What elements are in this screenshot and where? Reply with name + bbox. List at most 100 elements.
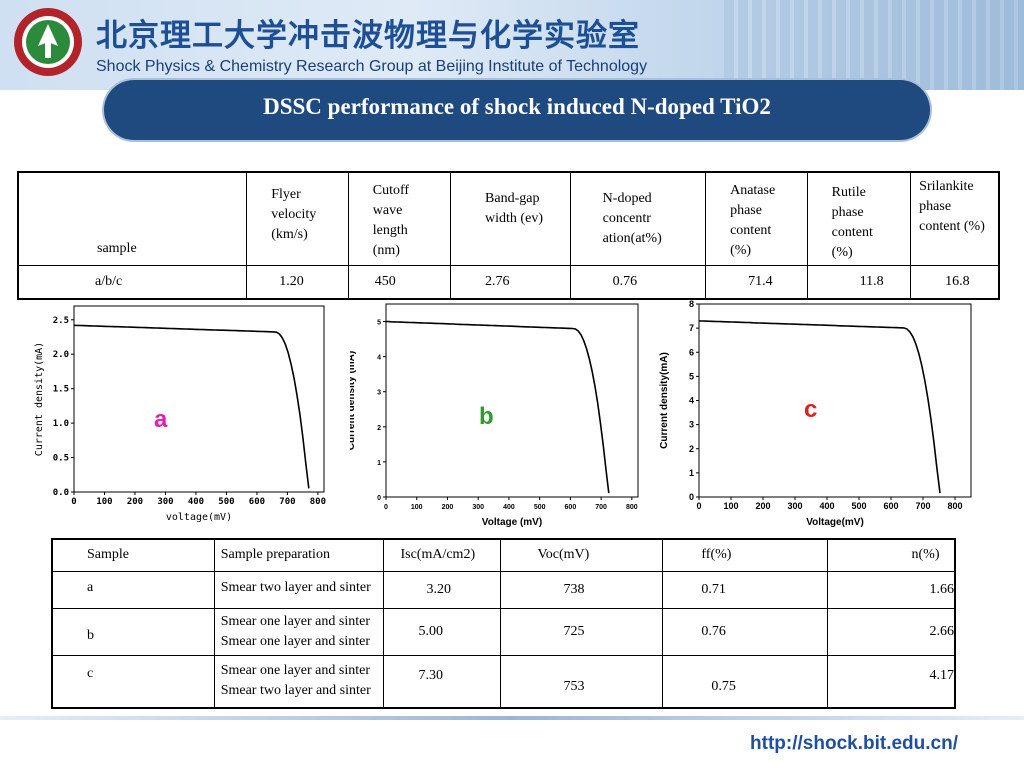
x-tick-label: 200 [127, 497, 143, 507]
x-tick-label: 800 [947, 501, 962, 511]
prep-line: Smear two layer and sinter [220, 683, 371, 699]
header-cell: ff(%) [662, 538, 828, 572]
table-row: c Smear one layer and sinter Smear two l… [51, 654, 956, 709]
chart-b-letter: b [479, 403, 494, 430]
y-tick-label: 0.5 [53, 454, 69, 464]
x-tick-label: 800 [626, 504, 638, 511]
y-tick-label: 1.0 [53, 419, 69, 429]
header-text: Cutoff wave length (nm) [372, 183, 410, 258]
y-tick-label: 4 [689, 396, 694, 406]
y-tick-label: 6 [689, 347, 694, 357]
table-cell: 2.76 [450, 265, 571, 300]
x-tick-label: 300 [472, 504, 484, 511]
header-text: Band-gap width (ev) [485, 191, 543, 226]
x-tick-label: 400 [188, 497, 204, 507]
y-tick-label: 2 [377, 425, 381, 432]
x-tick-label: 0 [71, 497, 76, 507]
header-cell: Flyer velocity (km/s) [246, 171, 349, 266]
y-axis-label: Current density(mA) [34, 342, 45, 456]
y-tick-label: 1.5 [53, 385, 69, 395]
header-cell: Rutile phase content (%) [806, 171, 912, 266]
x-tick-label: 700 [595, 504, 607, 511]
x-tick-label: 100 [96, 497, 112, 507]
y-tick-label: 0.0 [53, 488, 69, 498]
university-logo-icon [14, 8, 82, 76]
dssc-performance-table: Sample Sample preparation Isc(mA/cm2) Vo… [51, 538, 956, 709]
iv-curve [698, 320, 941, 494]
table-cell: 0.75 [662, 654, 828, 709]
plot-frame [385, 303, 639, 498]
x-tick-label: 500 [218, 497, 234, 507]
table-header-row: Sample Sample preparation Isc(mA/cm2) Vo… [51, 538, 956, 572]
header-text: sample [97, 241, 137, 256]
x-tick-label: 700 [915, 501, 930, 511]
x-tick-label: 600 [883, 501, 898, 511]
table-cell: Smear one layer and sinter Smear two lay… [213, 654, 385, 709]
slide-title-banner: DSSC performance of shock induced N-dope… [104, 80, 930, 140]
table-cell: a/b/c [17, 265, 248, 300]
y-tick-label: 5 [689, 371, 694, 381]
header-cell: Sample preparation [213, 538, 385, 572]
header-cell: Anatase phase content (%) [705, 171, 808, 266]
x-tick-label: 800 [310, 497, 326, 507]
x-axis-label: voltage(mV) [166, 512, 232, 523]
chart-a-letter: a [154, 406, 168, 433]
header-text: Anatase phase content (%) [730, 183, 776, 258]
x-tick-label: 600 [565, 504, 577, 511]
y-tick-label: 0 [377, 495, 381, 502]
table-cell: 3.20 [383, 570, 502, 609]
y-tick-label: 8 [689, 299, 694, 309]
table-cell: c [51, 654, 215, 709]
header-cell: N-doped concentr ation(at%) [569, 171, 707, 266]
y-axis-label: Current density (mA) [350, 351, 357, 450]
table-cell: 11.8 [806, 265, 912, 300]
table-row: a/b/c 1.20 450 2.76 0.76 71.4 11.8 16.8 [17, 265, 1000, 300]
x-tick-label: 300 [787, 501, 802, 511]
x-tick-label: 300 [157, 497, 173, 507]
table-cell: 0.76 [662, 607, 828, 656]
y-tick-label: 0 [689, 492, 694, 502]
table-cell: b [51, 607, 215, 656]
table-cell: 2.66 [826, 607, 956, 656]
chart-c-letter: c [804, 396, 818, 423]
prep-line: Smear one layer and sinter [220, 663, 370, 679]
table-cell: Smear one layer and sinter Smear one lay… [213, 607, 385, 656]
table-cell: 4.17 [826, 654, 956, 709]
x-tick-label: 200 [755, 501, 770, 511]
y-tick-label: 7 [689, 323, 694, 333]
header-text: Flyer velocity (km/s) [271, 187, 317, 242]
lab-english-title: Shock Physics & Chemistry Research Group… [96, 58, 648, 75]
table-header-row: sample Flyer velocity (km/s) Cutoff wave… [17, 171, 1000, 266]
y-tick-label: 2 [689, 444, 694, 454]
x-tick-label: 400 [503, 504, 515, 511]
table-cell: 71.4 [705, 265, 808, 300]
header-cell: Srilankite phase content (%) [910, 171, 1000, 266]
header-cell: Sample [51, 538, 215, 572]
iv-curve [73, 324, 310, 489]
prep-line: Smear one layer and sinter [220, 613, 370, 629]
x-axis-label: Voltage(mV) [806, 517, 864, 528]
table-cell: 0.71 [662, 570, 828, 609]
y-axis-label: Current density(mA) [659, 352, 670, 449]
y-tick-label: 3 [689, 420, 694, 430]
header-bar: 北京理工大学冲击波物理与化学实验室 Shock Physics & Chemis… [0, 0, 1024, 90]
prep-line: Smear two layer and sinter [220, 579, 371, 595]
header-text: Rutile phase content (%) [831, 185, 873, 260]
x-axis-label: Voltage (mV) [482, 517, 542, 528]
x-tick-label: 600 [249, 497, 265, 507]
plot-frame [698, 303, 972, 498]
header-building-photo [724, 0, 1024, 90]
y-tick-label: 2.5 [53, 316, 69, 326]
iv-chart-c: 0 100 200 300 400 500 600 700 800 0 1 2 3 4 5 6 7 8 Voltag… [659, 299, 972, 528]
header-cell: Voc(mV) [500, 538, 664, 572]
header-cell: Isc(mA/cm2) [383, 538, 502, 572]
table-cell: 738 [500, 570, 664, 609]
y-tick-label: 1 [689, 468, 694, 478]
lab-chinese-title: 北京理工大学冲击波物理与化学实验室 [96, 18, 640, 54]
slide-title: DSSC performance of shock induced N-dope… [263, 94, 771, 119]
x-tick-label: 0 [696, 501, 701, 511]
table-cell: 0.76 [569, 265, 707, 300]
iv-curve [385, 320, 610, 494]
footer-url-link[interactable]: http://shock.bit.edu.cn/ [750, 733, 958, 754]
table-cell: Smear two layer and sinter [213, 570, 385, 609]
